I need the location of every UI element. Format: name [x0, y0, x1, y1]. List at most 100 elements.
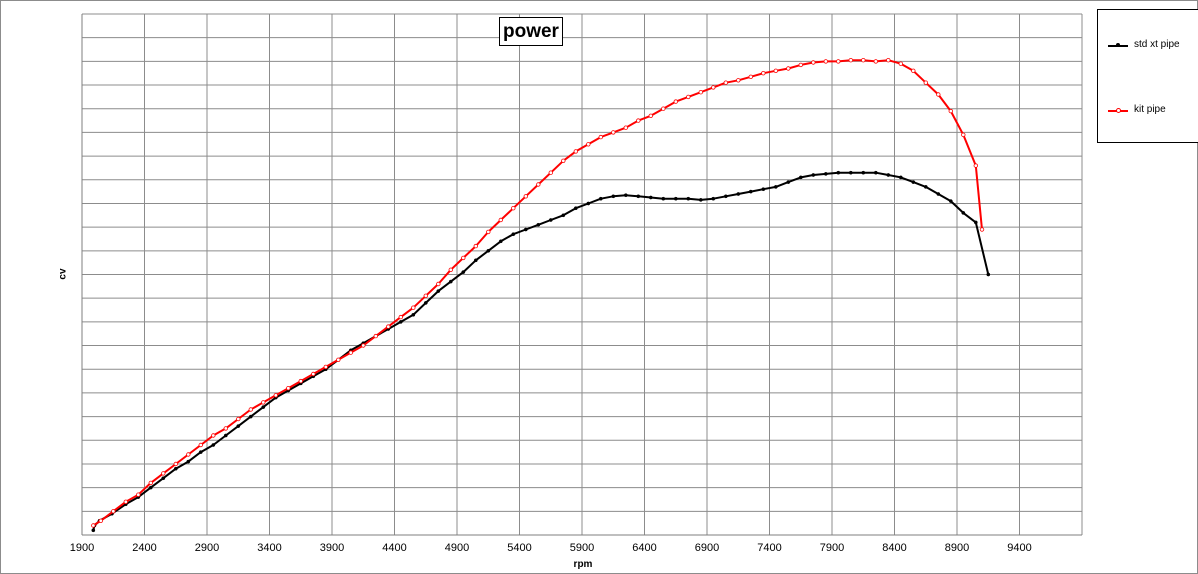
data-point — [248, 407, 253, 412]
series-std-xt-pipe — [91, 170, 991, 533]
data-point — [498, 239, 503, 244]
data-point — [611, 130, 616, 135]
x-tick-label: 5400 — [507, 542, 532, 554]
data-point — [236, 416, 241, 422]
data-point — [261, 400, 266, 405]
data-point — [686, 196, 691, 201]
data-point — [323, 364, 328, 370]
data-point — [961, 211, 966, 215]
data-point — [436, 289, 441, 293]
data-point — [761, 187, 766, 192]
legend-label: std xt pipe — [1134, 39, 1180, 50]
data-point — [573, 206, 578, 211]
data-point — [623, 193, 628, 198]
data-point — [973, 163, 978, 168]
data-point — [348, 350, 353, 355]
data-point — [123, 499, 128, 504]
data-point — [448, 267, 453, 272]
data-point — [91, 528, 96, 533]
data-point — [536, 222, 541, 227]
data-point — [686, 94, 691, 100]
data-point — [973, 220, 978, 225]
data-point — [848, 170, 853, 175]
data-point — [723, 194, 728, 199]
data-point — [979, 227, 985, 232]
data-point — [873, 170, 878, 175]
data-point — [673, 196, 678, 201]
data-point — [311, 371, 316, 377]
data-point — [711, 196, 716, 201]
data-point — [536, 182, 541, 187]
data-point — [661, 106, 666, 111]
data-point — [911, 68, 916, 73]
data-point — [486, 229, 491, 235]
data-point — [848, 58, 853, 63]
data-point — [248, 414, 253, 419]
data-point — [736, 192, 741, 196]
data-point — [461, 270, 466, 274]
data-point — [811, 60, 816, 65]
series-line — [92, 59, 983, 527]
data-point — [948, 199, 953, 203]
data-point — [811, 173, 816, 177]
data-point — [511, 205, 516, 211]
data-point — [886, 173, 891, 177]
data-point — [623, 125, 628, 130]
data-point — [636, 118, 641, 123]
data-point — [936, 192, 941, 196]
data-point — [698, 198, 703, 202]
data-point — [511, 232, 516, 237]
data-point — [473, 243, 478, 249]
data-point — [611, 194, 616, 199]
data-point — [561, 213, 566, 218]
data-point — [736, 78, 741, 83]
x-tick-label: 4400 — [382, 542, 407, 554]
data-point — [136, 492, 141, 497]
data-point — [673, 99, 678, 104]
x-axis-label: rpm — [573, 559, 593, 570]
data-point — [898, 175, 903, 180]
data-point — [923, 185, 928, 189]
data-point — [798, 62, 803, 68]
data-point — [773, 68, 778, 73]
legend-dot-icon — [1116, 108, 1121, 113]
data-point — [898, 61, 903, 66]
data-point — [948, 108, 953, 114]
data-point — [98, 518, 103, 523]
data-point — [91, 523, 96, 528]
data-point — [423, 301, 428, 305]
data-point — [173, 466, 178, 471]
legend-label: kit pipe — [1134, 104, 1166, 115]
x-tick-label: 6400 — [632, 542, 657, 554]
data-point — [486, 248, 491, 253]
data-point — [236, 424, 241, 428]
x-tick-label: 2900 — [194, 542, 220, 554]
data-point — [161, 471, 166, 476]
data-point — [423, 293, 428, 298]
x-tick-label: 8900 — [944, 542, 970, 554]
data-point — [836, 59, 841, 64]
grid-lines — [81, 13, 1083, 536]
data-point — [861, 170, 866, 175]
data-point — [298, 378, 303, 384]
data-point — [223, 433, 228, 438]
data-point — [873, 59, 878, 64]
data-point — [148, 480, 153, 486]
data-point — [636, 194, 641, 199]
data-point — [573, 149, 578, 154]
data-point — [786, 66, 791, 71]
data-point — [261, 405, 266, 409]
series-lines — [91, 58, 991, 533]
data-point — [761, 70, 766, 76]
data-point — [586, 201, 591, 206]
data-point — [723, 80, 728, 85]
data-point — [386, 324, 391, 329]
x-tick-label: 9400 — [1007, 542, 1032, 554]
series-line — [92, 171, 990, 531]
data-point — [211, 443, 216, 447]
legend: std xt pipe kit pipe — [1097, 9, 1198, 143]
x-tick-label: 8400 — [882, 542, 907, 554]
data-point — [711, 85, 716, 90]
